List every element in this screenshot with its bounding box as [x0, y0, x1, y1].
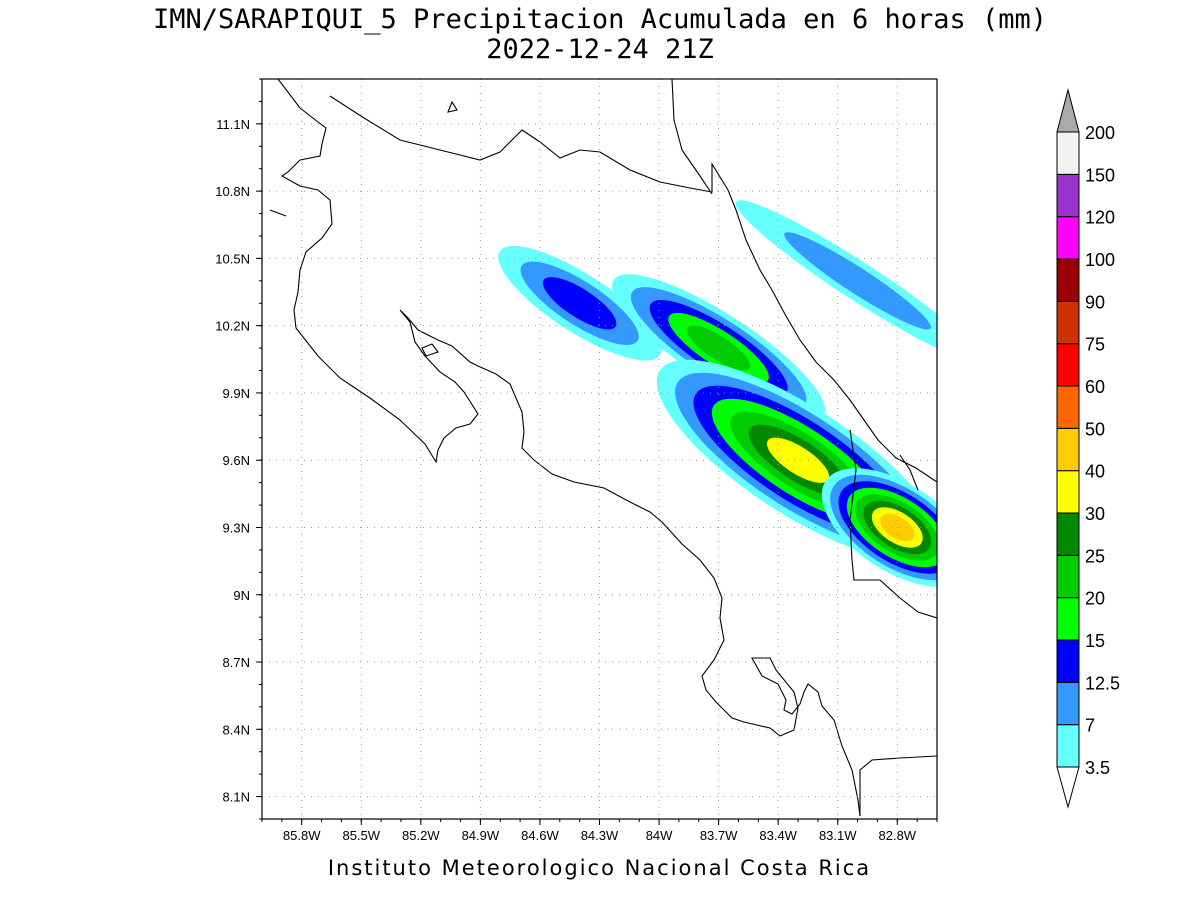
- colorbar-label: 25: [1085, 546, 1105, 566]
- y-tick-label: 10.8N: [215, 184, 250, 199]
- colorbar-swatch: [1056, 258, 1080, 302]
- y-tick-label: 11.1N: [216, 117, 250, 132]
- precip-contour: [766, 437, 830, 483]
- colorbar-swatch: [1056, 597, 1080, 641]
- colorbar-swatch: [1056, 216, 1080, 260]
- longitude-axis: 85.8W 85.5W 85.2W 84.9W 84.6W 84.3W 84W 83.7W 83…: [261, 819, 938, 843]
- colorbar-label: 20: [1085, 589, 1105, 609]
- colorbar-label: 100: [1085, 250, 1115, 270]
- x-tick-label: 84.9W: [462, 828, 500, 843]
- y-tick-label: 8.7N: [223, 655, 250, 670]
- x-tick-label: 83.1W: [819, 828, 857, 843]
- graticule: [262, 79, 937, 819]
- y-tick-label: 9.9N: [223, 386, 250, 401]
- map-valid-time: 2022-12-24 21Z: [486, 34, 714, 65]
- x-tick-label: 84.3W: [581, 828, 619, 843]
- y-tick-label: 9N: [233, 588, 250, 603]
- precipitation-field: [498, 200, 937, 587]
- colorbar-swatch: [1056, 385, 1080, 429]
- precip-contour: [687, 325, 751, 371]
- colorbar-swatch: [1056, 427, 1080, 472]
- x-tick-label: 82.8W: [879, 828, 917, 843]
- y-tick-label: 8.4N: [223, 722, 250, 737]
- footer-credit: Instituto Meteorologico Nacional Costa R…: [327, 856, 872, 880]
- y-tick-label: 10.5N: [215, 251, 250, 266]
- colorbar-swatch: [1056, 554, 1080, 599]
- colorbar-label: 12.5: [1085, 673, 1120, 693]
- colorbar-swatch: [1056, 639, 1080, 683]
- colorbar-swatch: [1056, 512, 1080, 556]
- colorbar-label: 7: [1085, 716, 1095, 736]
- x-tick-label: 83.7W: [700, 828, 738, 843]
- coastline: [269, 79, 937, 817]
- x-tick-label: 84W: [646, 828, 673, 843]
- y-tick-label: 8.1N: [223, 790, 250, 805]
- colorbar-swatch: [1056, 343, 1080, 387]
- map-title: IMN/SARAPIQUI_5 Precipitacion Acumulada …: [152, 4, 1048, 35]
- colorbar-legend: 3.5 7 12.5 15 20 25 30 40 50 60 75 90 100 120 150 200: [1056, 88, 1120, 809]
- colorbar-label: 60: [1085, 377, 1105, 397]
- colorbar-swatch: [1056, 300, 1080, 345]
- x-tick-label: 85.2W: [402, 828, 440, 843]
- colorbar-label: 120: [1085, 208, 1115, 228]
- colorbar-swatch: [1056, 724, 1080, 768]
- x-tick-label: 85.5W: [342, 828, 380, 843]
- colorbar-lower-arrow: [1056, 766, 1080, 809]
- x-tick-label: 84.6W: [521, 828, 559, 843]
- precip-contour: [784, 232, 931, 330]
- colorbar-swatch: [1056, 131, 1080, 175]
- latitude-axis: 11.1N 10.8N 10.5N 10.2N 9.9N 9.6N 9.3N 9N 8.7N 8.…: [215, 78, 262, 820]
- precip-contour: [542, 277, 617, 330]
- colorbar-label: 3.5: [1085, 758, 1110, 778]
- x-tick-label: 85.8W: [283, 828, 321, 843]
- colorbar-label: 200: [1085, 123, 1115, 143]
- y-tick-label: 9.3N: [223, 520, 250, 535]
- colorbar-swatch: [1056, 470, 1080, 514]
- colorbar-label: 75: [1085, 335, 1105, 355]
- colorbar-label: 50: [1085, 419, 1105, 439]
- colorbar-label: 40: [1085, 462, 1105, 482]
- colorbar-upper-arrow: [1056, 88, 1080, 133]
- colorbar-label: 15: [1085, 631, 1105, 651]
- y-tick-label: 9.6N: [223, 453, 250, 468]
- colorbar-label: 150: [1085, 165, 1115, 185]
- colorbar-label: 30: [1085, 504, 1105, 524]
- x-tick-label: 83.4W: [759, 828, 797, 843]
- colorbar-label: 90: [1085, 292, 1105, 312]
- colorbar-swatch: [1056, 681, 1080, 726]
- colorbar-swatch: [1056, 173, 1080, 218]
- y-tick-label: 10.2N: [215, 319, 250, 334]
